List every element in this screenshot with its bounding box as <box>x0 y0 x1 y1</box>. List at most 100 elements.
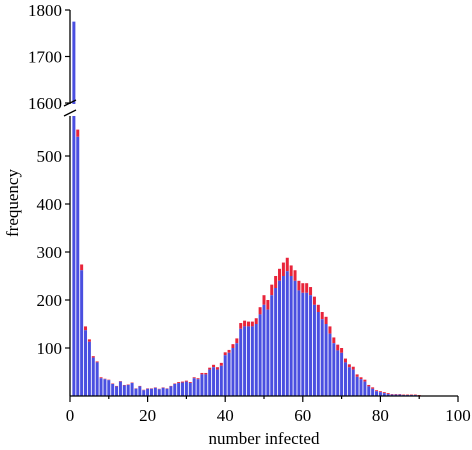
bar-segment-red <box>250 321 254 327</box>
bar-segment-red <box>192 377 196 379</box>
bar-segment-red <box>301 283 305 293</box>
x-tick-label: 100 <box>445 406 471 425</box>
bar-segment-blue <box>115 386 119 396</box>
bar-segment-red <box>177 382 181 384</box>
bar-segment-red <box>76 129 80 137</box>
bar-segment-red <box>375 390 379 392</box>
bar-segment-red <box>289 265 293 276</box>
bar-segment-red <box>181 381 185 383</box>
bar-segment-red <box>351 366 355 370</box>
bar-segment-blue <box>246 326 250 396</box>
bar-segment-blue <box>111 384 115 396</box>
bar-segment-red <box>99 377 103 379</box>
y-tick-label: 300 <box>37 243 63 262</box>
bar-segment-blue <box>215 369 219 396</box>
bar-segment-blue <box>293 280 297 396</box>
bar-segment-red <box>208 367 212 370</box>
bar-segment-blue <box>320 319 324 396</box>
bar-segment-red <box>293 270 297 281</box>
bar-segment-red <box>246 321 250 327</box>
bar-segment-red <box>312 296 316 305</box>
bar-segment-red <box>340 348 344 353</box>
y-tick-label: 500 <box>37 147 63 166</box>
bar-segment-blue <box>138 386 142 396</box>
bar-segment-blue <box>355 376 359 396</box>
bar-segment-red <box>378 391 382 393</box>
bar-segment-blue <box>134 388 138 396</box>
bar-segment-red <box>196 378 200 380</box>
y-axis-label: frequency <box>3 169 22 237</box>
bar-segment-red <box>223 352 227 356</box>
bar-segment-blue <box>297 290 301 396</box>
bar-segment-blue <box>84 330 88 396</box>
y-tick-label: 1600 <box>28 94 62 113</box>
bar-segment-blue <box>343 362 347 396</box>
bar-segment-blue <box>157 389 161 396</box>
bar-segment-blue <box>200 374 204 396</box>
bar-segment-red <box>219 362 223 366</box>
bar-segment-red <box>382 392 386 394</box>
bar-segment-blue <box>107 380 111 396</box>
x-tick-label: 80 <box>372 406 389 425</box>
bar-segment-blue <box>149 388 153 396</box>
bar-segment-blue <box>243 326 247 396</box>
bar-segment-red <box>204 372 208 375</box>
bar-segment-red <box>347 364 351 368</box>
bar-segment-blue <box>165 388 169 396</box>
bar-segment-blue <box>262 304 266 396</box>
x-tick-label: 40 <box>217 406 234 425</box>
bar-segment-blue <box>181 382 185 396</box>
bar-segment-blue <box>161 387 165 396</box>
x-tick-label: 20 <box>139 406 156 425</box>
bar-segment-blue <box>351 369 355 396</box>
y-tick-label: 1800 <box>28 1 62 20</box>
bar-segment-blue <box>153 387 157 396</box>
bar-segment-blue <box>118 381 122 396</box>
bar-segment-blue <box>99 378 103 396</box>
bar-segment-blue <box>340 352 344 396</box>
ticks-layer: 0 20 40 60 80 100 100 200 300 400 500 1600 1700 1800 <box>28 1 471 425</box>
bar-segment-red <box>274 276 278 288</box>
bar-segment-blue <box>332 343 336 396</box>
bars-layer <box>72 21 421 397</box>
bar-segment-blue <box>386 394 390 396</box>
bar-segment-blue <box>72 21 76 104</box>
bar-segment-blue <box>281 276 285 396</box>
bar-segment-blue <box>382 393 386 396</box>
bar-segment-red <box>200 372 204 375</box>
bar-segment-red <box>367 384 371 387</box>
bar-segment-blue <box>305 292 309 396</box>
bar-segment-blue <box>235 343 239 396</box>
bar-segment-blue <box>130 383 134 396</box>
y-tick-label: 1700 <box>28 48 62 67</box>
bar-segment-red <box>371 387 375 389</box>
bar-segment-red <box>305 283 309 293</box>
bar-segment-blue <box>146 388 150 396</box>
bar-segment-blue <box>126 384 130 396</box>
bar-segment-red <box>285 257 289 272</box>
bar-segment-blue <box>363 381 367 396</box>
bar-segment-blue <box>95 362 99 396</box>
bar-segment-blue <box>188 383 192 396</box>
bar-segment-red <box>270 284 274 296</box>
bar-segment-blue <box>223 355 227 396</box>
bar-segment-blue <box>227 352 231 396</box>
bar-segment-red <box>235 338 239 344</box>
bar-segment-blue <box>328 333 332 396</box>
bar-segment-red <box>266 300 270 310</box>
bar-segment-red <box>320 312 324 320</box>
bar-segment-blue <box>309 295 313 396</box>
bar-segment-red <box>359 377 363 380</box>
bar-segment-blue <box>359 379 363 396</box>
bar-segment-red <box>184 380 188 382</box>
bar-segment-red <box>336 344 340 351</box>
bar-segment-blue <box>289 276 293 396</box>
bar-segment-blue <box>336 350 340 396</box>
bar-segment-blue <box>270 295 274 396</box>
bar-segment-blue <box>122 385 126 396</box>
bar-segment-blue <box>301 292 305 396</box>
bar-segment-red <box>328 326 332 334</box>
bar-segment-red <box>243 320 247 327</box>
bar-segment-blue <box>398 394 402 396</box>
bar-segment-red <box>212 364 216 368</box>
